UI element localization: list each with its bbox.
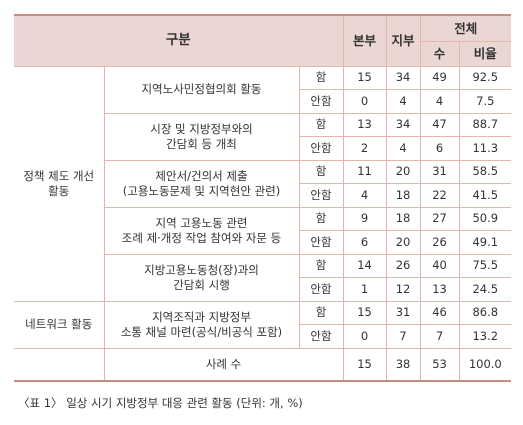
response-label: 안함: [299, 277, 344, 302]
total-count-value: 49: [419, 65, 460, 90]
hq-value: 1: [342, 277, 387, 302]
hq-value: 11: [342, 159, 387, 184]
total-ratio-value: 58.5: [458, 159, 512, 184]
response-label: 함: [298, 112, 344, 137]
total-count-value: 13: [419, 277, 460, 302]
total-ratio-value: 50.9: [458, 206, 512, 231]
total-ratio: 100.0: [458, 347, 512, 382]
activity-table: 구분 본부 지부 전체 수 비율 정책 제도 개선 활동 지역노사민정협의회 활동…: [14, 14, 512, 382]
branch-value: 4: [385, 89, 421, 114]
response-label: 함: [298, 300, 344, 325]
branch-value: 7: [385, 324, 421, 349]
total-ratio-value: 86.8: [458, 300, 512, 325]
hq-value: 15: [342, 65, 387, 90]
total-row-spacer: [14, 347, 105, 382]
header-hq: 본부: [342, 14, 387, 67]
item-label: 시장 및 지방정부와의 간담회 등 개최: [104, 112, 300, 161]
item-label: 지방고용노동청(장)과의 간담회 시행: [104, 253, 300, 302]
hq-value: 6: [342, 230, 387, 255]
total-count-value: 6: [419, 136, 460, 161]
table-row: 안함 1 12 13 24.5: [14, 277, 512, 302]
branch-value: 26: [385, 253, 421, 278]
total-count-value: 40: [419, 253, 460, 278]
table-row: 안함 0 4 4 7.5: [14, 89, 512, 114]
header-branch: 지부: [385, 14, 421, 67]
header-category: 구분: [14, 14, 344, 67]
total-count-value: 7: [419, 324, 460, 349]
response-label: 안함: [299, 89, 344, 114]
branch-value: 4: [385, 136, 421, 161]
branch-value: 12: [385, 277, 421, 302]
branch-value: 18: [385, 206, 421, 231]
total-row-label: 사례 수: [103, 347, 344, 382]
hq-value: 14: [342, 253, 387, 278]
total-ratio-value: 24.5: [458, 277, 512, 302]
response-label: 함: [298, 253, 344, 278]
branch-value: 18: [385, 183, 421, 208]
total-count-value: 46: [419, 300, 460, 325]
total-hq: 15: [342, 347, 387, 382]
total-ratio-value: 7.5: [458, 89, 512, 114]
total-ratio-value: 11.3: [458, 136, 512, 161]
response-label: 안함: [299, 183, 344, 208]
total-count-value: 31: [419, 159, 460, 184]
total-count-value: 22: [419, 183, 460, 208]
hq-value: 9: [342, 206, 387, 231]
total-ratio-value: 88.7: [458, 112, 512, 137]
total-ratio-value: 49.1: [458, 230, 512, 255]
branch-value: 20: [385, 159, 421, 184]
response-label: 안함: [299, 324, 344, 349]
table-row: 네트워크 활동 지역조직과 지방정부 소통 채널 마련(공식/비공식 포함) 함 15…: [14, 300, 512, 349]
hq-value: 0: [342, 89, 387, 114]
total-ratio-value: 75.5: [458, 253, 512, 278]
hq-value: 0: [342, 324, 387, 349]
total-ratio-value: 41.5: [458, 183, 512, 208]
response-label: 함: [298, 206, 344, 231]
total-ratio-value: 92.5: [458, 65, 512, 90]
branch-value: 20: [385, 230, 421, 255]
header-total: 전체: [419, 14, 512, 42]
total-branch: 38: [385, 347, 421, 382]
item-label: 지역조직과 지방정부 소통 채널 마련(공식/비공식 포함): [103, 300, 300, 349]
group-label: 네트워크 활동: [14, 300, 105, 349]
total-ratio-value: 13.2: [458, 324, 512, 349]
header-count: 수: [420, 40, 460, 67]
total-count: 53: [419, 347, 460, 382]
table-row: 안함 2 4 6 11.3: [14, 136, 512, 161]
group-label: 정책 제도 개선 활동: [14, 65, 105, 302]
total-count-value: 27: [419, 206, 460, 231]
item-label: 제안서/건의서 제출 (고용노동문제 및 지역현안 관련): [104, 159, 300, 208]
hq-value: 13: [342, 112, 387, 137]
total-count-value: 47: [419, 112, 460, 137]
table-row: 제안서/건의서 제출 (고용노동문제 및 지역현안 관련) 함 11 20 31 58.5: [14, 159, 512, 208]
response-label: 안함: [299, 230, 344, 255]
hq-value: 2: [342, 136, 387, 161]
response-label: 함: [298, 65, 344, 90]
hq-value: 15: [342, 300, 387, 325]
table-row: 지방고용노동청(장)과의 간담회 시행 함 14 26 40 75.5: [14, 253, 512, 302]
header-ratio: 비율: [458, 40, 512, 67]
table-row: 정책 제도 개선 활동 지역노사민정협의회 활동 함 15 34 49 92.5: [14, 65, 512, 302]
table-row: 안함 0 7 7 13.2: [14, 324, 512, 349]
branch-value: 34: [385, 112, 421, 137]
total-row: 사례 수 15 38 53 100.0: [14, 347, 512, 382]
hq-value: 4: [342, 183, 387, 208]
branch-value: 31: [385, 300, 421, 325]
total-count-value: 26: [419, 230, 460, 255]
table-body: 정책 제도 개선 활동 지역노사민정협의회 활동 함 15 34 49 92.5 안함 0 4 4 7…: [14, 65, 512, 382]
response-label: 함: [298, 159, 344, 184]
table-caption: 〈표 1〉 일상 시기 지방정부 대응 관련 활동 (단위: 개, %): [18, 396, 303, 410]
response-label: 안함: [299, 136, 344, 161]
branch-value: 34: [385, 65, 421, 90]
item-label: 지역노사민정협의회 활동: [103, 65, 300, 114]
total-count-value: 4: [419, 89, 460, 114]
item-label: 지역 고용노동 관련 조례 제·개정 작업 참여와 자문 등: [104, 206, 300, 255]
